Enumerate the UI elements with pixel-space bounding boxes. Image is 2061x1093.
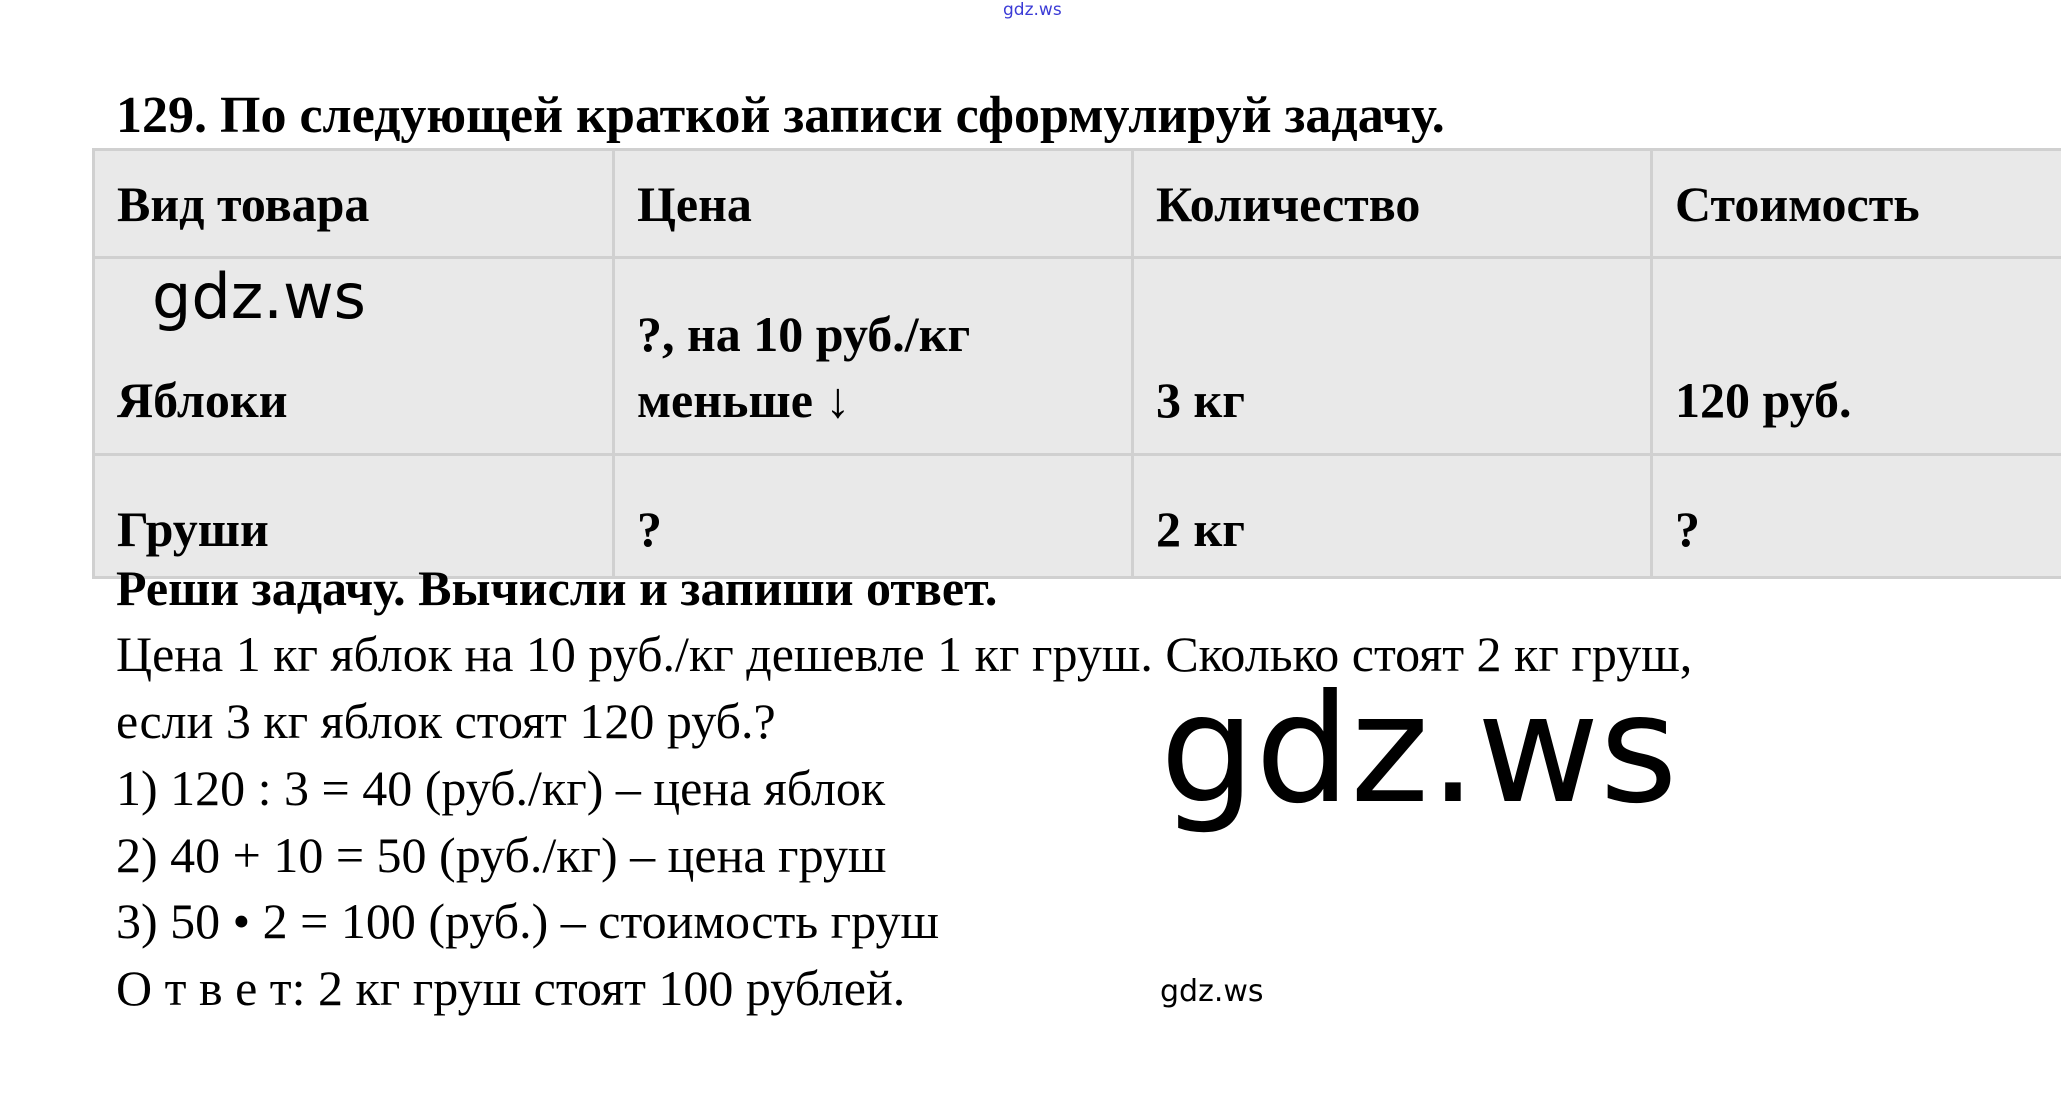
solution-step: 3) 50 • 2 = 100 (руб.) – стоимость груш [116, 893, 939, 949]
table-cell-text: ?, на 10 руб./кг меньше ↓ [637, 306, 971, 428]
answer-line: О т в е т: 2 кг груш стоят 100 рублей. [116, 960, 906, 1016]
header-cell: Стоимость [1650, 148, 2061, 259]
table-cell: Груши [92, 453, 615, 579]
header-cell: Количество [1131, 148, 1653, 259]
problem-text-line: Цена 1 кг яблок на 10 руб./кг дешевле 1 … [116, 626, 1693, 682]
goods-table: Вид товара Цена Количество Стоимость Ябл… [92, 148, 2061, 579]
watermark-table: gdz.ws [152, 260, 366, 333]
watermark-large: gdz.ws [1160, 663, 1678, 837]
table-cell: ? [1650, 453, 2061, 579]
table-cell: ? [612, 453, 1134, 579]
table-cell: 3 кг [1131, 256, 1653, 456]
problem-text-line: если 3 кг яблок стоят 120 руб.? [116, 693, 776, 749]
watermark-top: gdz.ws [1003, 0, 1062, 20]
watermark-small: gdz.ws [1160, 974, 1264, 1009]
solution-heading: Реши задачу. Вычисли и запиши ответ. [116, 560, 998, 616]
header-cell: Вид товара [92, 148, 615, 259]
table-cell: 120 руб. [1650, 256, 2061, 456]
table-header-row: Вид товара Цена Количество Стоимость [92, 148, 2061, 259]
solution-step: 2) 40 + 10 = 50 (руб./кг) – цена груш [116, 827, 887, 883]
table-row: Яблоки ?, на 10 руб./кг меньше ↓ 3 кг 12… [92, 256, 2061, 456]
table-cell: ?, на 10 руб./кг меньше ↓ [612, 256, 1134, 456]
header-cell: Цена [612, 148, 1134, 259]
solution-step: 1) 120 : 3 = 40 (руб./кг) – цена яблок [116, 760, 886, 816]
table-cell: Яблоки [92, 256, 615, 456]
table-row: Груши ? 2 кг ? [92, 453, 2061, 579]
exercise-title: 129. По следующей краткой записи сформул… [116, 87, 1445, 144]
table-cell: 2 кг [1131, 453, 1653, 579]
